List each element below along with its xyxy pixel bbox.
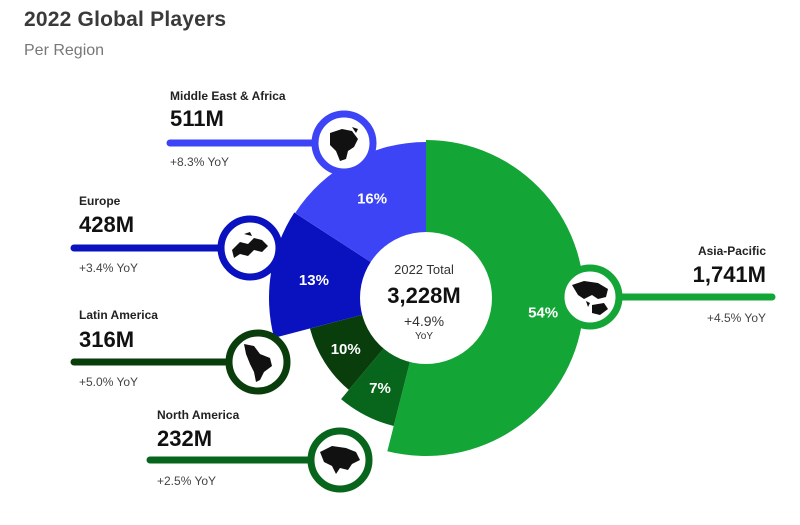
region-name-asia-pacific: Asia-Pacific (697, 244, 766, 258)
region-yoy-europe: +3.4% YoY (79, 261, 139, 275)
center-total-change: +4.9% (403, 313, 445, 329)
chart-title: 2022 Global Players (24, 8, 227, 31)
slice-label-asia-pacific: 54% (528, 305, 558, 322)
region-value-mea: 511M (170, 106, 224, 131)
slice-north-america (341, 347, 411, 426)
region-name-latin-america: Latin America (79, 308, 158, 322)
region-value-latin-america: 316M (79, 327, 135, 352)
slice-label-north-america: 7% (369, 380, 391, 397)
region-yoy-mea: +8.3% YoY (170, 155, 230, 169)
north-america-map-icon (307, 427, 373, 493)
region-value-north-america: 232M (157, 426, 213, 451)
region-yoy-asia-pacific: +4.5% YoY (706, 311, 766, 325)
center-yoy-label: YoY (415, 331, 433, 342)
region-yoy-north-america: +2.5% YoY (157, 474, 217, 488)
slice-label-middle-east-africa: 16% (357, 191, 387, 208)
slice-middle-east-africa (295, 142, 426, 264)
slice-europe (269, 212, 373, 338)
donut-slices (269, 140, 585, 457)
europe-map-icon (217, 215, 283, 281)
region-name-europe: Europe (79, 194, 121, 208)
latin-america-map-icon (225, 329, 291, 395)
slice-latin-america (309, 314, 385, 390)
region-value-asia-pacific: 1,741M (692, 262, 766, 287)
center-total-label: 2022 Total (394, 262, 454, 277)
slice-labels: 54% 7% 10% 13% 16% (299, 191, 558, 397)
slice-asia-pacific (387, 140, 585, 457)
slice-label-latin-america: 10% (331, 341, 361, 358)
donut-center (360, 232, 492, 364)
africa-map-icon (311, 110, 377, 176)
region-value-europe: 428M (79, 212, 135, 237)
chart-subtitle: Per Region (24, 42, 105, 59)
leader-lines (70, 139, 776, 464)
slice-label-europe: 13% (299, 272, 329, 289)
asia-pacific-map-icon (557, 264, 623, 330)
region-name-north-america: North America (157, 408, 240, 422)
region-name-mea: Middle East & Africa (170, 89, 286, 103)
region-yoy-latin-america: +5.0% YoY (79, 375, 139, 389)
center-total-value: 3,228M (387, 283, 461, 308)
region-icons (217, 110, 623, 493)
